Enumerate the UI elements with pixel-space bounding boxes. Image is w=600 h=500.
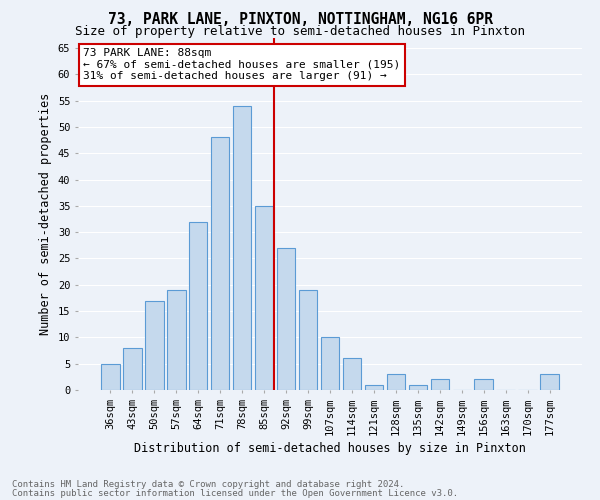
Bar [101, 364, 119, 390]
Bar [541, 374, 559, 390]
Bar [277, 248, 295, 390]
Bar [320, 338, 340, 390]
Bar [167, 290, 185, 390]
Text: 73 PARK LANE: 88sqm
← 67% of semi-detached houses are smaller (195)
31% of semi-: 73 PARK LANE: 88sqm ← 67% of semi-detach… [83, 48, 400, 82]
Text: Size of property relative to semi-detached houses in Pinxton: Size of property relative to semi-detach… [75, 25, 525, 38]
Bar [145, 300, 164, 390]
Text: 73, PARK LANE, PINXTON, NOTTINGHAM, NG16 6PR: 73, PARK LANE, PINXTON, NOTTINGHAM, NG16… [107, 12, 493, 28]
Y-axis label: Number of semi-detached properties: Number of semi-detached properties [40, 92, 52, 335]
Text: Contains HM Land Registry data © Crown copyright and database right 2024.: Contains HM Land Registry data © Crown c… [12, 480, 404, 489]
Bar [255, 206, 274, 390]
Bar [386, 374, 405, 390]
Bar [299, 290, 317, 390]
Bar [189, 222, 208, 390]
Bar [475, 380, 493, 390]
Bar [123, 348, 142, 390]
X-axis label: Distribution of semi-detached houses by size in Pinxton: Distribution of semi-detached houses by … [134, 442, 526, 455]
Bar [409, 384, 427, 390]
Bar [233, 106, 251, 390]
Bar [343, 358, 361, 390]
Text: Contains public sector information licensed under the Open Government Licence v3: Contains public sector information licen… [12, 488, 458, 498]
Bar [365, 384, 383, 390]
Bar [431, 380, 449, 390]
Bar [211, 138, 229, 390]
